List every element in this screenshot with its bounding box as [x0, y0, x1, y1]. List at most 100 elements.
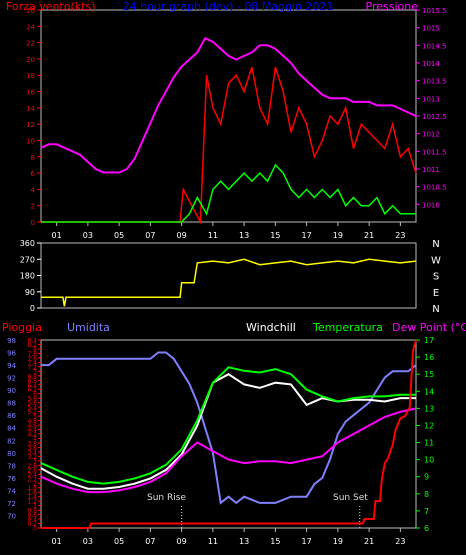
x-tick-label: 07 [145, 231, 155, 240]
temp-tick-label: 17 [424, 336, 434, 345]
x-tick-label: 07 [145, 537, 155, 546]
rain-tick-label: 2.8 [27, 463, 37, 470]
wind-tick-label: 20 [26, 56, 35, 64]
rain-tick-label: 4.4 [27, 427, 37, 434]
temp-tick-label: 14 [424, 387, 434, 396]
x-tick-label: 05 [114, 231, 124, 240]
temp-tick-label: 10 [424, 456, 434, 465]
x-tick-label: 23 [395, 231, 405, 240]
x-tick-label: 23 [395, 537, 405, 546]
temp-tick-label: 7 [424, 507, 429, 516]
pressure-tick-label: 1010 [422, 201, 440, 209]
compass-label: N [432, 304, 439, 315]
rain-tick-label: 7 [33, 369, 37, 376]
wind-tick-label: 24 [26, 23, 35, 31]
rain-tick-label: 4.6 [27, 423, 37, 430]
series-windchill [40, 373, 416, 490]
wind-tick-label: 14 [26, 105, 35, 113]
x-tick-label: 17 [302, 231, 312, 240]
rain-tick-label: 4 [33, 436, 37, 443]
rain-tick-label: 5.4 [27, 405, 37, 412]
rain-tick-label: 0.6 [27, 512, 37, 519]
sun-set-label: Sun Set [333, 493, 368, 503]
pressure-tick-label: 1013.5 [422, 78, 447, 86]
temp-tick-label: 11 [424, 439, 434, 448]
temperature-panel: Pioggia Umidita Windchill Temperatura De… [2, 321, 466, 546]
series-umidita [41, 351, 417, 505]
x-tick-label: 11 [208, 537, 218, 546]
rain-tick-label: 2.4 [27, 472, 37, 479]
compass-label: S [433, 272, 439, 283]
direction-tick-label: 360 [20, 239, 35, 248]
pressure-tick-label: 1014 [422, 60, 440, 68]
pressure-tick-label: 1015 [422, 25, 440, 33]
pressure-tick-label: 1011.5 [422, 148, 447, 156]
humidity-tick-label: 70 [7, 512, 16, 520]
rain-tick-label: 2.2 [27, 476, 37, 483]
rain-tick-label: 5 [33, 414, 37, 421]
sun-rise-label: Sun Rise [147, 493, 186, 503]
x-tick-label: 17 [302, 537, 312, 546]
pressure-tick-label: 1015.5 [422, 7, 447, 15]
x-tick-label: 19 [333, 231, 343, 240]
wind-tick-label: 10 [26, 137, 35, 145]
x-tick-label: 13 [239, 231, 249, 240]
humidity-tick-label: 96 [7, 350, 16, 358]
temp-tick-label: 9 [424, 473, 429, 482]
wind-pressure-panel: Forza vento(kts) 24 hour graph (dev) - 0… [6, 0, 447, 240]
header-temperatura: Temperatura [312, 321, 383, 334]
wind-tick-label: 4 [31, 186, 36, 194]
rain-tick-label: 6.6 [27, 378, 37, 385]
rain-tick-label: 4.8 [27, 418, 37, 425]
chart-title: 24 hour graph (dev) - 08 Maggio 2021 [123, 0, 334, 13]
x-tick-label: 21 [364, 231, 374, 240]
rain-tick-label: 1.2 [27, 499, 37, 506]
pressure-tick-label: 1011 [422, 166, 440, 174]
compass-label: N [432, 239, 439, 250]
direction-tick-label: 0 [30, 304, 35, 313]
humidity-tick-label: 74 [7, 487, 16, 495]
series-pioggia [41, 339, 417, 529]
wind-tick-label: 6 [31, 170, 36, 178]
rain-tick-label: 1.8 [27, 485, 37, 492]
direction-tick-label: 90 [25, 288, 35, 297]
rain-tick-label: 2.6 [27, 467, 37, 474]
rain-tick-label: 7.2 [27, 364, 37, 371]
x-tick-label: 05 [114, 537, 124, 546]
wind-tick-label: 22 [26, 40, 35, 48]
pressure-tick-label: 1012.5 [422, 113, 447, 121]
rain-tick-label: 7.4 [27, 360, 37, 367]
wind-tick-label: 0 [31, 219, 35, 227]
x-tick-label: 09 [177, 537, 187, 546]
temp-tick-label: 16 [424, 353, 434, 362]
rain-tick-label: 1 [33, 503, 37, 510]
header-umidita: Umidita [67, 321, 110, 334]
x-tick-label: 03 [83, 537, 93, 546]
humidity-tick-label: 90 [7, 387, 16, 395]
rain-tick-label: 4.2 [27, 432, 37, 439]
rain-tick-label: 5.2 [27, 409, 37, 416]
header-windchill: Windchill [246, 321, 296, 334]
rain-tick-label: 5.6 [27, 400, 37, 407]
humidity-tick-label: 78 [7, 462, 16, 470]
humidity-tick-label: 76 [7, 475, 16, 483]
pressure-tick-label: 1013 [422, 95, 440, 103]
series-pressione [40, 37, 417, 174]
x-tick-label: 11 [208, 231, 218, 240]
pressure-tick-label: 1014.5 [422, 42, 447, 50]
series-vento-medio [41, 163, 416, 223]
series-direction [41, 258, 417, 307]
temp-tick-label: 15 [424, 370, 434, 379]
x-tick-label: 01 [52, 231, 62, 240]
wind-tick-label: 2 [31, 203, 35, 211]
temp-tick-label: 6 [424, 524, 429, 533]
humidity-tick-label: 84 [7, 425, 16, 433]
series-raffica [41, 66, 417, 225]
humidity-tick-label: 72 [7, 500, 16, 508]
wind-tick-label: 8 [31, 154, 35, 162]
rain-tick-label: 0.4 [27, 517, 37, 524]
x-tick-label: 21 [364, 537, 374, 546]
rain-tick-label: 6 [33, 391, 37, 398]
